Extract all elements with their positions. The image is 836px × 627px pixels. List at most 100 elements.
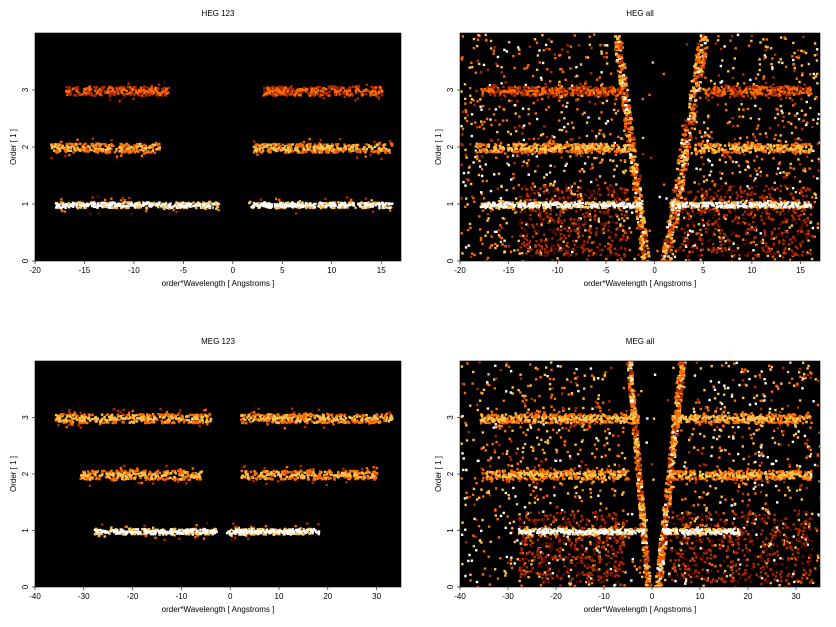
background-pixel: [468, 222, 472, 226]
background-pixel: [814, 75, 818, 78]
band-pixel-order-2: [347, 144, 350, 147]
background-pixel: [764, 231, 767, 234]
background-pixel: [717, 210, 720, 213]
background-pixel: [494, 156, 498, 159]
band-pixel-order-2: [150, 151, 153, 154]
band-pixel-order-1: [189, 202, 193, 206]
background-pixel: [705, 194, 709, 197]
background-pixel: [700, 188, 704, 191]
background-pixel: [701, 248, 704, 251]
streak-pixel: [643, 255, 647, 259]
band-pixel-order-1: [286, 201, 290, 204]
band-pixel-order-2: [81, 145, 85, 149]
band-pixel-order-1: [103, 198, 107, 201]
band-pixel-order-2: [281, 143, 285, 146]
background-pixel: [750, 251, 753, 254]
background-pixel: [813, 42, 817, 45]
background-pixel: [763, 57, 766, 60]
background-pixel: [764, 132, 768, 135]
background-pixel: [700, 151, 703, 154]
background-pixel: [610, 118, 614, 121]
background-pixel: [583, 207, 587, 211]
band-pixel-order-3: [272, 85, 275, 88]
band-pixel-order-2: [295, 143, 299, 146]
band-pixel-order-3: [310, 90, 313, 93]
streak-pixel: [624, 104, 628, 107]
background-pixel: [726, 121, 730, 125]
background-pixel: [668, 218, 671, 222]
background-pixel: [574, 75, 577, 78]
background-pixel: [751, 190, 755, 194]
background-pixel: [662, 72, 665, 76]
background-pixel: [697, 223, 701, 226]
background-pixel: [556, 188, 560, 192]
streak-pixel: [622, 106, 626, 110]
band-pixel-order-2: [387, 149, 390, 153]
band-pixel-order-2: [112, 144, 115, 148]
background-pixel: [587, 149, 591, 153]
background-pixel: [539, 76, 543, 79]
band-pixel-order-1: [106, 204, 110, 207]
background-pixel: [810, 257, 814, 261]
background-pixel: [778, 198, 782, 202]
background-pixel: [752, 257, 755, 260]
background-pixel: [815, 59, 819, 62]
background-pixel: [614, 236, 617, 239]
band-pixel-order-1: [359, 202, 362, 205]
band-pixel-order-2: [295, 148, 298, 151]
band-pixel-order-3: [285, 94, 289, 97]
band-pixel-order-2: [373, 145, 377, 149]
streak-pixel: [685, 153, 689, 157]
band-pixel-order-3: [156, 94, 160, 97]
background-pixel: [728, 186, 731, 189]
band-pixel-order-1: [122, 204, 125, 207]
background-pixel: [588, 249, 591, 253]
band-pixel-order-1: [215, 207, 218, 211]
streak-pixel: [687, 119, 691, 123]
streak-pixel: [699, 34, 703, 37]
streak-pixel: [638, 208, 642, 212]
band-pixel-order-2: [298, 151, 302, 154]
streak-pixel: [664, 246, 668, 249]
background-pixel: [544, 251, 548, 254]
background-pixel: [779, 171, 782, 175]
streak-pixel: [626, 116, 630, 120]
background-pixel: [547, 221, 550, 225]
background-pixel: [594, 231, 598, 234]
background-pixel: [785, 172, 788, 175]
streak-pixel: [676, 200, 680, 203]
background-pixel: [567, 226, 571, 229]
background-pixel: [805, 224, 809, 227]
background-pixel: [816, 142, 819, 146]
band-pixel-order-2: [328, 148, 331, 152]
background-pixel: [713, 211, 716, 215]
band-pixel-order-1: [286, 203, 289, 206]
band-pixel-order-1: [161, 206, 164, 209]
band-pixel-order-2: [375, 144, 378, 147]
band-pixel-order-3: [329, 84, 332, 88]
background-pixel: [721, 59, 724, 62]
background-pixel: [462, 171, 466, 175]
background-pixel: [493, 230, 497, 234]
background-pixel: [800, 64, 804, 67]
band-pixel-order-3: [167, 86, 171, 90]
background-pixel: [729, 39, 732, 42]
band-pixel-order-3: [132, 97, 135, 101]
background-pixel: [497, 234, 501, 237]
band-pixel-order-1: [175, 210, 178, 214]
background-pixel: [724, 182, 727, 185]
band-pixel-order-2: [355, 143, 359, 147]
background-pixel: [714, 42, 718, 45]
band-pixel-order-1: [98, 204, 102, 208]
background-pixel: [741, 191, 745, 194]
background-pixel: [773, 137, 776, 141]
band-pixel-order-1: [309, 202, 312, 205]
background-pixel: [559, 225, 563, 228]
background-pixel: [578, 152, 581, 155]
background-pixel: [702, 175, 706, 178]
streak-pixel: [631, 127, 635, 130]
background-pixel: [508, 99, 511, 102]
streak-pixel: [638, 213, 642, 216]
background-pixel: [613, 247, 617, 250]
background-pixel: [741, 238, 745, 241]
